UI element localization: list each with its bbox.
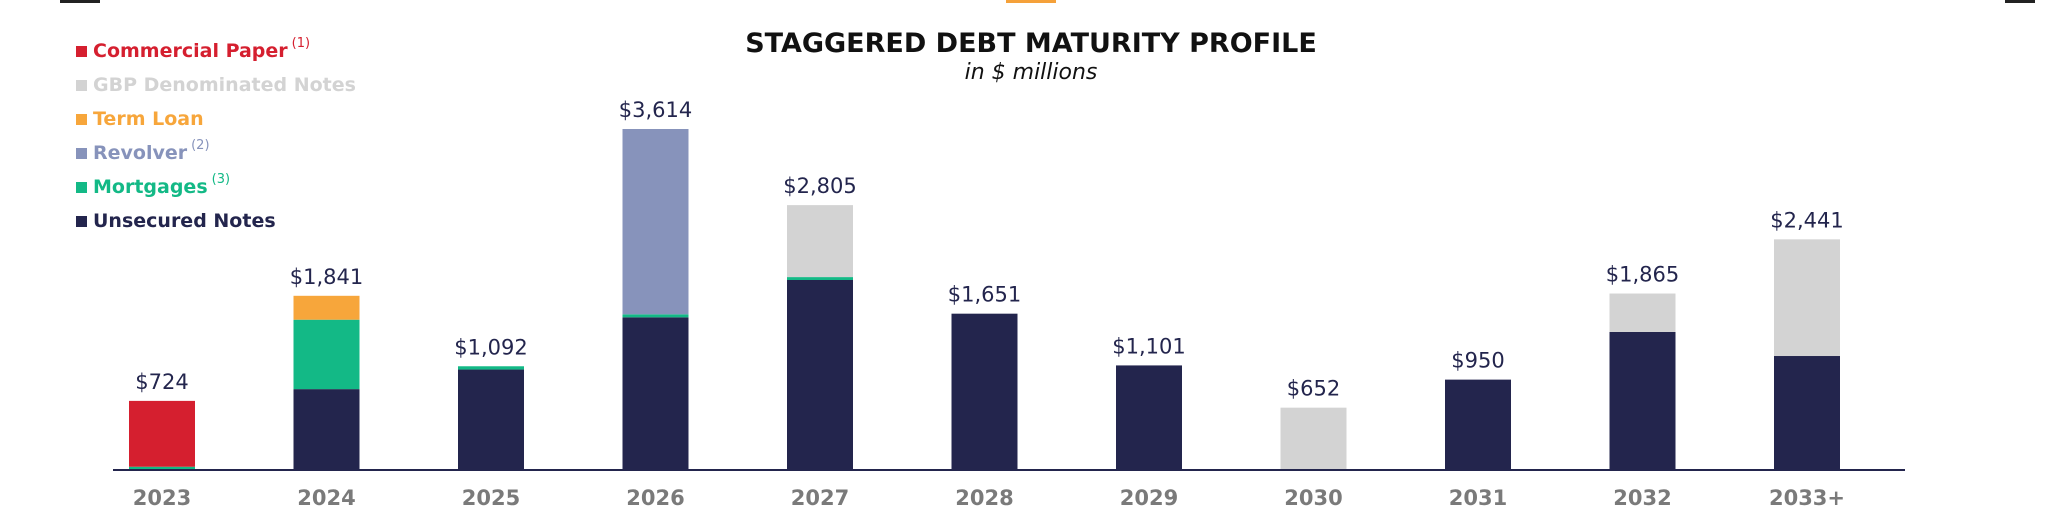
legend-swatch — [76, 215, 87, 227]
bar-total-label: $1,651 — [948, 283, 1021, 307]
x-tick-label: 2032 — [1613, 486, 1671, 510]
bar-total-label: $3,614 — [619, 98, 692, 122]
bar-segment-mortgages-2025 — [458, 366, 524, 370]
bar-segment-commercial-paper-2023 — [129, 400, 195, 467]
top-rule-left — [60, 0, 100, 3]
bar-segment-gbp-notes-2033plus — [1774, 239, 1840, 357]
bar-segment-unsecured-notes-2024 — [293, 389, 360, 469]
x-tick-label: 2033+ — [1769, 486, 1845, 510]
legend-item-revolver: Revolver (2) — [76, 136, 356, 170]
x-tick-label: 2028 — [955, 486, 1013, 510]
chart-subtitle: in $ millions — [964, 60, 1098, 85]
x-tick-label: 2029 — [1120, 486, 1178, 510]
legend-label: Unsecured Notes — [93, 210, 276, 232]
bar-segment-mortgages-2026 — [622, 314, 689, 318]
legend-footnote-ref: (2) — [191, 137, 210, 153]
legend-item-commercial-paper: Commercial Paper (1) — [76, 34, 356, 68]
bar-segment-term-loan-2024 — [293, 295, 360, 320]
bar-segment-unsecured-notes-2028 — [951, 313, 1018, 469]
bar-segment-mortgages-2024 — [293, 319, 360, 390]
bar-segment-unsecured-notes-2027 — [787, 279, 853, 469]
bar-segment-revolver-2026 — [622, 129, 689, 315]
bars-layer — [129, 129, 1840, 469]
bar-total-label: $652 — [1287, 377, 1340, 401]
chart-legend: Commercial Paper (1) GBP Denominated Notes… — [76, 34, 356, 238]
legend-swatch — [76, 79, 87, 91]
legend-label: GBP Denominated Notes — [93, 74, 356, 96]
legend-label: Revolver — [93, 142, 188, 164]
bar-segment-unsecured-notes-2029 — [1116, 365, 1182, 469]
ticks-layer: 2023 2024 2025 2026 2027 2028 2029 2030 2031 2032… — [133, 486, 1845, 510]
legend-item-gbp-notes: GBP Denominated Notes — [76, 68, 356, 102]
top-accent-rule — [1006, 0, 1056, 3]
bar-segment-mortgages-2027 — [787, 277, 853, 280]
bar-total-label: $724 — [135, 370, 188, 394]
legend-item-term-loan: Term Loan — [76, 102, 356, 136]
bar-segment-mortgages-2023 — [129, 466, 195, 469]
legend-label: Mortgages — [93, 176, 208, 198]
x-tick-label: 2030 — [1284, 486, 1342, 510]
bar-segment-gbp-notes-2027 — [787, 205, 853, 278]
legend-swatch — [76, 45, 87, 57]
bar-segment-unsecured-notes-2025 — [458, 369, 524, 469]
bar-segment-gbp-notes-2030 — [1280, 407, 1347, 469]
legend-footnote-ref: (1) — [291, 35, 311, 51]
x-tick-label: 2026 — [626, 486, 684, 510]
legend-swatch — [76, 113, 87, 125]
bar-segment-unsecured-notes-2033plus — [1774, 356, 1840, 469]
bar-total-label: $2,805 — [783, 174, 856, 198]
legend-item-unsecured-notes: Unsecured Notes — [76, 204, 356, 238]
legend-label: Term Loan — [93, 108, 204, 130]
bar-total-label: $2,441 — [1770, 208, 1843, 232]
legend-label: Commercial Paper — [93, 40, 288, 62]
labels-layer: $724 $1,841 $1,092 $3,614 $2,805 $1,651 $1,101… — [135, 98, 1843, 401]
bar-total-label: $1,092 — [454, 335, 527, 359]
x-tick-label: 2027 — [791, 486, 849, 510]
top-rule-right — [2005, 0, 2035, 3]
bar-total-label: $1,841 — [290, 265, 363, 289]
legend-item-mortgages: Mortgages (3) — [76, 170, 356, 204]
x-tick-label: 2023 — [133, 486, 191, 510]
bar-segment-unsecured-notes-2031 — [1445, 379, 1511, 469]
bar-segment-gbp-notes-2032 — [1609, 293, 1676, 332]
chart-title: STAGGERED DEBT MATURITY PROFILE — [745, 28, 1317, 59]
bar-total-label: $1,865 — [1606, 263, 1679, 287]
x-tick-label: 2025 — [462, 486, 520, 510]
bar-segment-unsecured-notes-2026 — [622, 317, 689, 469]
bar-total-label: $1,101 — [1112, 334, 1185, 358]
bar-segment-unsecured-notes-2032 — [1609, 331, 1676, 469]
x-tick-label: 2031 — [1449, 486, 1507, 510]
legend-footnote-ref: (3) — [211, 171, 231, 187]
legend-swatch — [76, 147, 87, 159]
legend-swatch — [76, 181, 87, 193]
x-tick-label: 2024 — [297, 486, 355, 510]
bar-total-label: $950 — [1451, 349, 1504, 373]
